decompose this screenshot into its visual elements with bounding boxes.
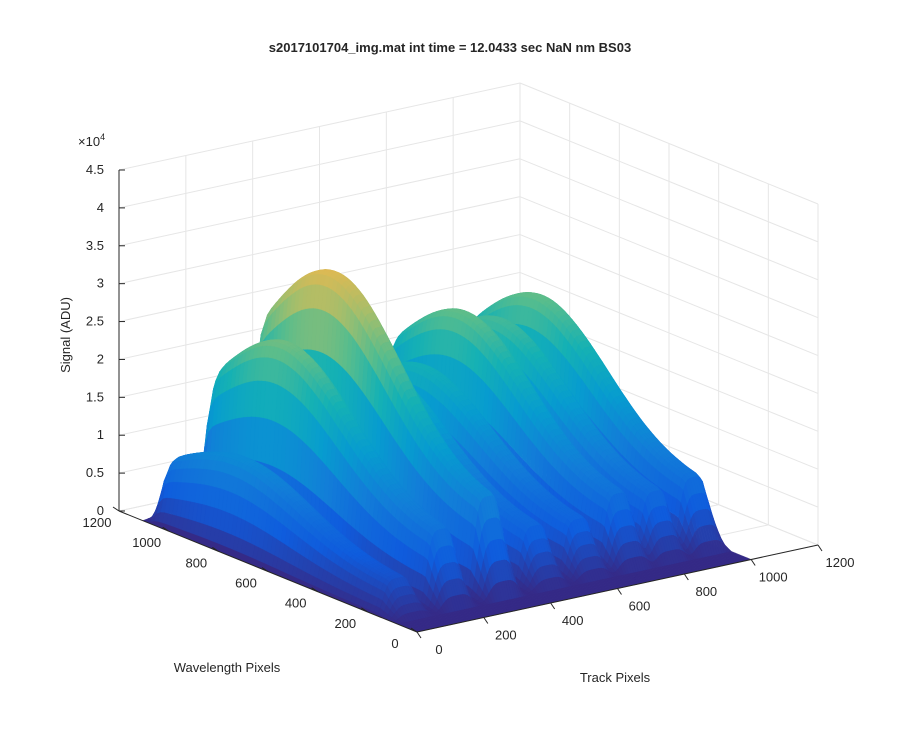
grid-line	[519, 196, 819, 319]
grid-line	[118, 158, 521, 247]
grid-line	[519, 120, 819, 243]
grid-line	[519, 271, 819, 394]
grid-line	[118, 82, 521, 171]
grid-line	[519, 234, 819, 357]
grid-line	[118, 196, 521, 285]
grid-line	[519, 82, 819, 205]
grid-line	[519, 158, 819, 281]
surface-layer	[142, 269, 752, 633]
grid-line	[118, 120, 521, 209]
chart-title: s2017101704_img.mat int time = 12.0433 s…	[269, 40, 631, 55]
